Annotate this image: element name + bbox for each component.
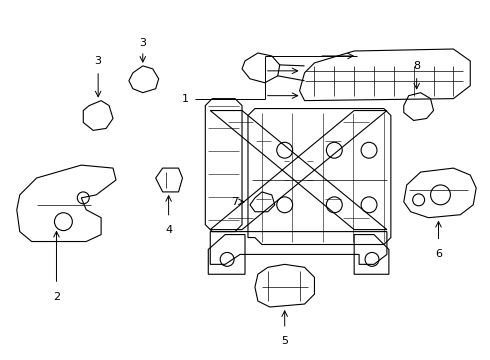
Text: 2: 2 [53,292,60,302]
Text: 3: 3 [139,38,147,48]
Text: 6: 6 [435,249,442,260]
Text: 1: 1 [182,94,189,104]
Text: 8: 8 [413,61,420,71]
Text: 7: 7 [231,197,239,207]
Text: 4: 4 [165,225,172,235]
Text: 5: 5 [281,336,288,346]
Text: 3: 3 [95,56,101,66]
